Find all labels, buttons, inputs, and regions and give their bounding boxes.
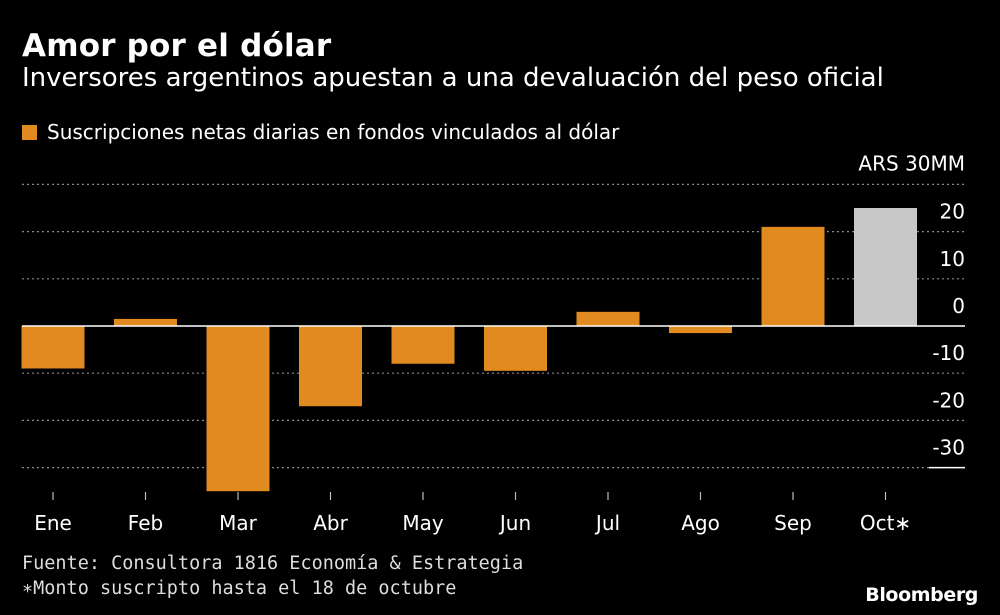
y-tick-label: -30 (932, 436, 965, 460)
legend-label: Suscripciones netas diarias en fondos vi… (47, 120, 620, 144)
footnote: ∗Monto suscripto hasta el 18 de octubre (22, 578, 457, 599)
y-tick-label: -10 (932, 341, 965, 365)
y-unit-label: ARS 30MM (858, 151, 965, 175)
bar (484, 326, 547, 371)
legend: Suscripciones netas diarias en fondos vi… (22, 120, 619, 144)
bar (854, 208, 917, 326)
x-tick-label: Sep (774, 511, 812, 535)
bar (669, 326, 732, 334)
chart-subtitle: Inversores argentinos apuestan a una dev… (22, 63, 884, 93)
y-tick-label: 0 (952, 294, 965, 318)
bar (206, 326, 270, 492)
bar (761, 226, 825, 326)
x-tick-label: May (402, 511, 444, 535)
x-tick-label: Ago (681, 511, 720, 535)
bar (576, 311, 640, 326)
bar (21, 326, 85, 369)
y-tick-label: 20 (940, 200, 965, 224)
x-tick-label: Feb (128, 511, 163, 535)
bar (299, 326, 362, 407)
bar (391, 326, 455, 364)
y-tick-label: -20 (932, 388, 965, 412)
x-tick-label: Ene (34, 511, 72, 535)
x-tick-label: Jul (594, 511, 620, 535)
x-tick-label: Jun (498, 511, 531, 535)
brand-logo: Bloomberg (865, 584, 978, 606)
x-tick-label: Abr (313, 511, 348, 535)
x-tick-label: Oct∗ (860, 511, 911, 535)
chart-title: Amor por el dólar (22, 28, 332, 64)
bar (114, 318, 177, 326)
source-note: Fuente: Consultora 1816 Economía & Estra… (22, 553, 524, 574)
y-tick-label: 10 (940, 247, 965, 271)
legend-swatch (22, 124, 37, 140)
x-tick-label: Mar (219, 511, 258, 535)
